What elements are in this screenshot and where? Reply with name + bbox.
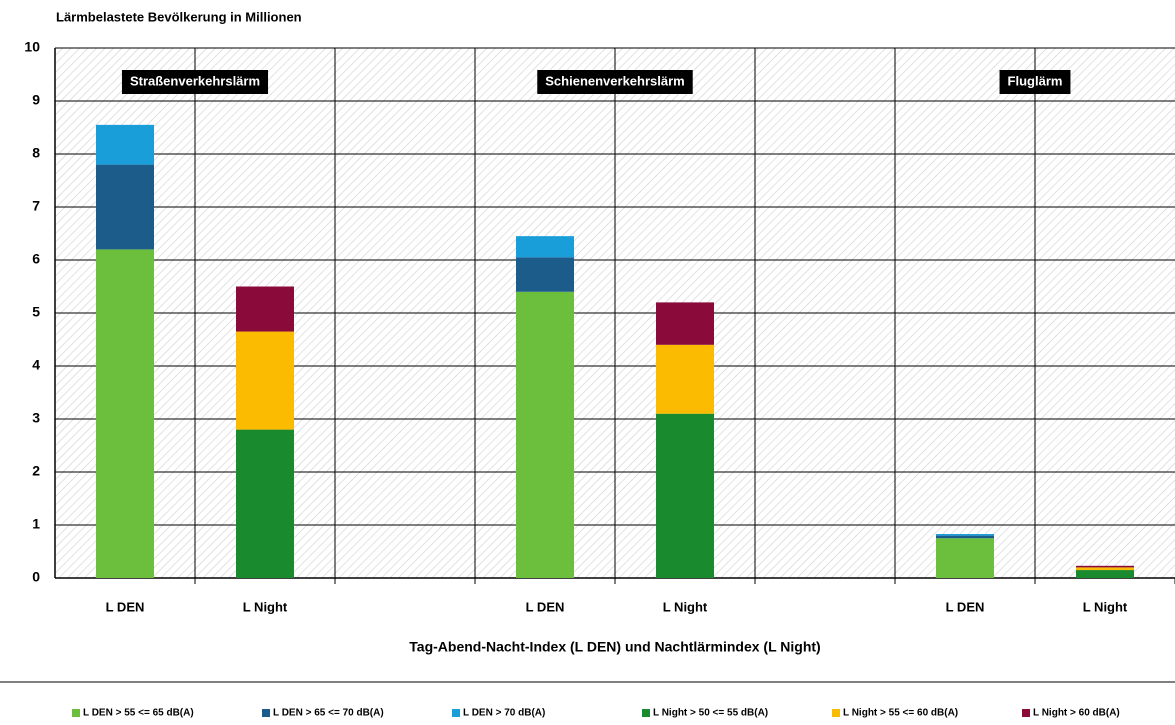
legend-swatch	[262, 709, 270, 717]
bar-segment	[656, 413, 714, 578]
group-label-box	[121, 70, 269, 94]
legend-label: L DEN > 65 <= 70 dB(A)	[273, 708, 384, 719]
y-tick-label: 6	[32, 251, 40, 267]
legend-label: L Night > 60 dB(A)	[1033, 708, 1120, 719]
y-tick-label: 5	[32, 304, 40, 320]
legend-swatch	[452, 709, 460, 717]
group-label-box	[537, 70, 693, 94]
group-label-box	[999, 70, 1071, 94]
bar-segment	[936, 538, 994, 578]
x-tick-label: L DEN	[526, 599, 565, 614]
x-tick-label: L Night	[243, 599, 288, 614]
bar-segment	[936, 534, 994, 536]
legend-swatch	[72, 709, 80, 717]
bar-segment	[96, 164, 154, 250]
bar-segment	[516, 257, 574, 292]
x-tick-label: L Night	[663, 599, 708, 614]
y-tick-label: 9	[32, 92, 40, 108]
legend-swatch	[832, 709, 840, 717]
chart-title: Lärmbelastete Bevölkerung in Millionen	[56, 9, 302, 24]
bar-segment	[656, 302, 714, 345]
bar-segment	[1076, 567, 1134, 571]
legend-label: L Night > 50 <= 55 dB(A)	[653, 708, 768, 719]
bar-segment	[96, 124, 154, 165]
group-label: Fluglärm	[1008, 73, 1063, 88]
bar-segment	[516, 236, 574, 258]
x-tick-label: L DEN	[946, 599, 985, 614]
legend-swatch	[642, 709, 650, 717]
y-tick-label: 8	[32, 145, 40, 161]
y-tick-label: 3	[32, 410, 40, 426]
x-tick-label: L Night	[1083, 599, 1128, 614]
y-tick-label: 10	[24, 39, 40, 55]
legend-label: L DEN > 55 <= 65 dB(A)	[83, 708, 194, 719]
bar-segment	[236, 331, 294, 430]
x-axis-label: Tag-Abend-Nacht-Index (L DEN) und Nachtl…	[409, 639, 820, 655]
y-tick-label: 1	[32, 516, 40, 532]
y-tick-label: 7	[32, 198, 40, 214]
bar-segment	[656, 344, 714, 414]
bar-segment	[236, 286, 294, 332]
bar-segment	[936, 535, 994, 539]
legend-label: L Night > 55 <= 60 dB(A)	[843, 708, 958, 719]
x-tick-label: L DEN	[106, 599, 145, 614]
group-label: Straßenverkehrslärm	[130, 73, 260, 88]
bar-segment	[1076, 565, 1134, 568]
y-tick-label: 0	[32, 569, 40, 585]
y-tick-label: 4	[32, 357, 40, 373]
legend-swatch	[1022, 709, 1030, 717]
bar-segment	[236, 429, 294, 578]
group-label: Schienenverkehrslärm	[545, 73, 684, 88]
legend-label: L DEN > 70 dB(A)	[463, 708, 545, 719]
bar-segment	[1076, 570, 1134, 578]
bar-segment	[96, 249, 154, 578]
y-tick-label: 2	[32, 463, 40, 479]
bar-segment	[516, 291, 574, 578]
